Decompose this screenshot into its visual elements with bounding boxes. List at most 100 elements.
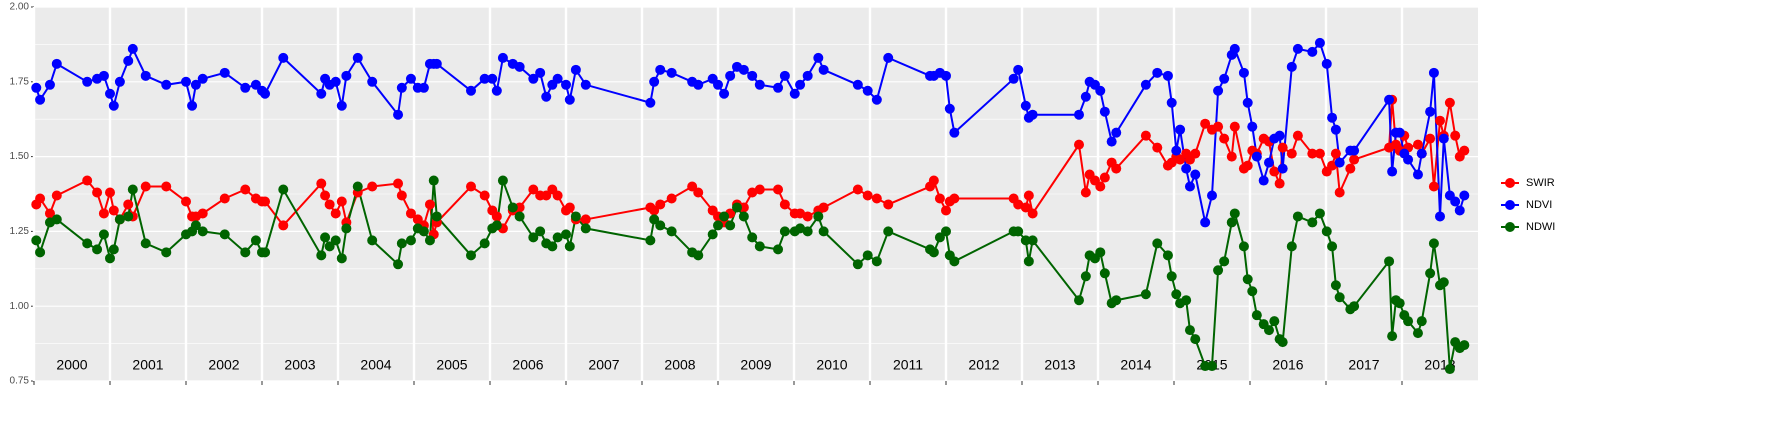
data-point bbox=[1020, 202, 1031, 213]
data-point bbox=[564, 202, 575, 213]
data-point bbox=[181, 196, 191, 207]
data-point bbox=[528, 184, 539, 195]
data-point bbox=[1152, 238, 1163, 249]
year-label: 2007 bbox=[588, 357, 619, 373]
data-point bbox=[862, 190, 873, 201]
data-point bbox=[719, 88, 730, 99]
data-point bbox=[862, 250, 873, 261]
data-point bbox=[405, 208, 416, 219]
data-point bbox=[396, 82, 407, 93]
data-point bbox=[738, 64, 749, 75]
data-point bbox=[424, 199, 435, 210]
data-point bbox=[1251, 151, 1262, 162]
data-point bbox=[336, 253, 347, 264]
data-point bbox=[1171, 289, 1182, 300]
data-point bbox=[1111, 127, 1122, 138]
data-point bbox=[336, 196, 347, 207]
data-point bbox=[949, 193, 960, 204]
data-point bbox=[1321, 226, 1332, 237]
data-point bbox=[1020, 235, 1031, 246]
data-point bbox=[1242, 160, 1253, 171]
data-point bbox=[1013, 64, 1024, 75]
data-point bbox=[393, 178, 404, 189]
data-point bbox=[1435, 211, 1445, 222]
data-point bbox=[1277, 142, 1288, 153]
data-point bbox=[655, 220, 666, 231]
data-point bbox=[754, 241, 765, 252]
data-point bbox=[1428, 67, 1439, 78]
year-label: 2016 bbox=[1272, 357, 1303, 373]
data-point bbox=[713, 79, 723, 90]
data-point bbox=[1027, 109, 1038, 120]
data-point bbox=[240, 184, 251, 195]
data-point bbox=[1450, 130, 1461, 141]
data-point bbox=[479, 73, 490, 84]
data-point bbox=[795, 208, 806, 219]
data-point bbox=[1162, 250, 1173, 261]
data-point bbox=[666, 193, 677, 204]
data-point bbox=[418, 226, 429, 237]
data-point bbox=[1247, 286, 1258, 297]
data-point bbox=[713, 220, 723, 231]
data-point bbox=[431, 211, 442, 222]
data-point bbox=[1394, 127, 1405, 138]
data-point bbox=[852, 79, 863, 90]
data-point bbox=[1412, 139, 1423, 150]
data-point bbox=[418, 82, 429, 93]
data-point bbox=[219, 67, 230, 78]
data-point bbox=[479, 190, 490, 201]
data-point bbox=[1387, 331, 1398, 342]
data-point bbox=[1166, 271, 1177, 282]
data-point bbox=[1181, 163, 1192, 174]
data-point bbox=[1438, 277, 1449, 288]
data-point bbox=[747, 187, 758, 198]
data-point bbox=[754, 184, 765, 195]
data-point bbox=[278, 184, 289, 195]
data-point bbox=[127, 184, 138, 195]
year-label: 2013 bbox=[1044, 357, 1075, 373]
data-point bbox=[1403, 316, 1414, 327]
data-point bbox=[802, 226, 813, 237]
data-point bbox=[949, 256, 960, 267]
data-point bbox=[1242, 97, 1253, 108]
data-point bbox=[1219, 256, 1230, 267]
y-tick-label: 1.00 bbox=[10, 301, 30, 312]
data-point bbox=[1140, 289, 1151, 300]
data-point bbox=[31, 235, 42, 246]
data-point bbox=[1175, 124, 1186, 135]
year-label: 2004 bbox=[360, 357, 391, 373]
data-point bbox=[1416, 148, 1427, 159]
data-point bbox=[754, 79, 765, 90]
data-point bbox=[219, 229, 230, 240]
data-point bbox=[1027, 208, 1038, 219]
data-point bbox=[773, 184, 784, 195]
data-point bbox=[1277, 163, 1288, 174]
data-point bbox=[1171, 145, 1182, 156]
data-point bbox=[240, 247, 251, 258]
data-point bbox=[1459, 190, 1470, 201]
data-point bbox=[393, 259, 404, 270]
data-point bbox=[487, 73, 498, 84]
data-point bbox=[928, 175, 939, 186]
data-point bbox=[535, 67, 546, 78]
data-point bbox=[431, 58, 442, 69]
data-point bbox=[140, 181, 151, 192]
data-point bbox=[1330, 148, 1341, 159]
data-point bbox=[1184, 181, 1195, 192]
data-point bbox=[871, 256, 882, 267]
data-point bbox=[1425, 106, 1436, 117]
data-point bbox=[1074, 109, 1084, 120]
data-point bbox=[1277, 337, 1288, 348]
year-label: 2010 bbox=[816, 357, 847, 373]
data-point bbox=[552, 190, 563, 201]
year-label: 2011 bbox=[893, 357, 923, 373]
data-point bbox=[352, 181, 363, 192]
data-point bbox=[219, 193, 230, 204]
data-point bbox=[580, 79, 591, 90]
data-point bbox=[1166, 97, 1177, 108]
data-point bbox=[645, 235, 656, 246]
data-point bbox=[330, 208, 341, 219]
data-point bbox=[1425, 268, 1436, 279]
data-point bbox=[514, 61, 525, 72]
year-label: 2009 bbox=[740, 357, 771, 373]
